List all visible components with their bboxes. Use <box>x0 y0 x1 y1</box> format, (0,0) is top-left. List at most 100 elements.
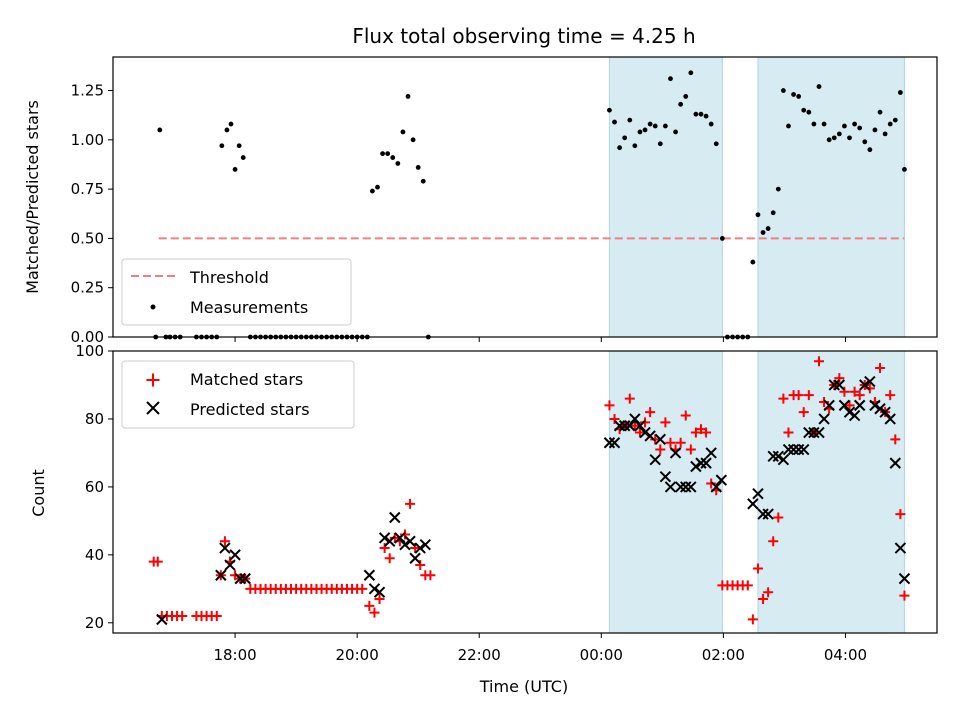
top-dot-point <box>811 121 817 127</box>
legend-bottom: Matched stars Predicted stars <box>121 360 355 429</box>
bottom-plus-point <box>177 611 188 622</box>
bottom-plus-point <box>219 536 230 547</box>
bottom-x-point <box>373 586 386 598</box>
top-panel: 0.00 0.25 0.50 0.75 1.00 1.25 <box>71 56 938 346</box>
top-dot-point <box>678 101 684 107</box>
bottom-x-point <box>239 572 251 585</box>
bottom-x-point <box>700 457 712 469</box>
bottom-plus-point <box>899 590 910 601</box>
bottom-plus-point <box>665 437 676 448</box>
bottom-x-point <box>394 532 406 544</box>
bottom-plus-point <box>357 583 368 594</box>
top-dot-point <box>750 259 756 265</box>
bottom-plus-point <box>399 529 410 540</box>
top-dot-point <box>713 141 719 147</box>
bottom-x-point <box>654 433 667 446</box>
top-shaded-interval-1 <box>608 56 723 338</box>
bottom-x-point <box>898 572 911 585</box>
bottom-x-point <box>853 399 866 412</box>
bottom-plus-point <box>609 413 620 424</box>
bottom-x-point <box>833 379 846 391</box>
top-dot-point <box>683 94 689 99</box>
top-dot-point <box>370 188 375 194</box>
top-y-tick-label: 0.25 <box>71 279 104 297</box>
top-dot-point <box>236 143 242 149</box>
top-dot-point <box>708 121 714 127</box>
bottom-plus-point <box>706 478 717 489</box>
bottom-x-point <box>659 471 672 483</box>
top-plot-frame <box>112 56 938 338</box>
bottom-plus-point <box>752 563 763 574</box>
bottom-x-point <box>848 409 861 422</box>
top-shaded-interval-2 <box>757 56 905 338</box>
bottom-x-point <box>680 481 692 493</box>
bottom-x-point <box>792 443 805 456</box>
top-dot-point <box>857 125 863 131</box>
bottom-x-point <box>884 413 896 425</box>
top-dot-point <box>232 166 238 172</box>
top-dot-point <box>862 139 868 145</box>
bottom-x-point <box>843 406 856 418</box>
bottom-plus-point <box>701 427 712 438</box>
bottom-plus-point <box>844 400 855 411</box>
bottom-plus-point <box>690 427 701 438</box>
top-dot-point <box>647 121 653 127</box>
bottom-x-tick-label: 20:00 <box>336 646 379 664</box>
bottom-x-point <box>823 399 835 412</box>
bottom-x-point <box>808 426 820 439</box>
top-dot-point <box>791 92 796 97</box>
bottom-plus-point <box>634 427 645 438</box>
bottom-plus-point <box>629 420 640 431</box>
bottom-plus-point <box>798 407 809 418</box>
top-dot-point <box>420 178 426 184</box>
bottom-plus-point <box>695 424 706 435</box>
bottom-x-point <box>798 443 810 456</box>
bottom-x-point <box>828 379 840 391</box>
top-dot-point <box>693 111 699 117</box>
bottom-x-point <box>649 454 661 466</box>
top-dot-point <box>617 145 623 151</box>
bottom-plus-point <box>640 417 651 428</box>
top-dot-point <box>760 230 766 235</box>
bottom-plus-point <box>410 543 421 554</box>
top-dot-point <box>668 76 673 82</box>
legend-top-frame <box>121 258 352 326</box>
top-dot-point <box>780 88 786 93</box>
bottom-x-point <box>889 457 901 469</box>
bottom-x-point <box>874 403 886 415</box>
bottom-plus-point <box>803 390 814 401</box>
bottom-plus-point <box>819 396 830 407</box>
top-y-tick-label: 0.50 <box>71 229 104 247</box>
bottom-x-point <box>634 420 646 432</box>
top-y-axis-label: Matched/Predicted stars <box>23 100 42 294</box>
bottom-x-point <box>409 552 421 564</box>
bottom-x-tick-label: 18:00 <box>213 646 256 664</box>
chart-title: Flux total observing time = 4.25 h <box>352 24 695 48</box>
legend-bottom-frame <box>121 360 355 429</box>
top-dot-point <box>157 127 163 133</box>
top-y-tick-label: 1.00 <box>71 131 104 149</box>
bottom-plus-point <box>875 362 886 373</box>
bottom-plus-point <box>839 386 850 397</box>
top-dot-point <box>703 113 709 119</box>
bottom-x-point <box>215 569 227 581</box>
top-dot-point <box>219 143 225 149</box>
top-dot-point <box>698 111 704 117</box>
bottom-x-point <box>363 569 376 581</box>
legend-matched-label: Matched stars <box>190 370 303 389</box>
top-dot-point <box>882 131 888 137</box>
bottom-plus-point <box>230 570 241 581</box>
bottom-x-tick-label: 02:00 <box>702 646 745 664</box>
bottom-y-tick-label: 40 <box>85 546 104 564</box>
bottom-x-point <box>629 413 641 425</box>
bottom-plus-point <box>650 434 661 445</box>
top-dot-point <box>872 127 878 133</box>
bottom-x-point <box>838 399 851 412</box>
bottom-x-point <box>383 535 396 547</box>
bottom-x-point <box>419 538 432 551</box>
bottom-x-point <box>404 535 416 547</box>
bottom-x-point <box>787 443 800 456</box>
x-axis-label: Time (UTC) <box>479 677 568 696</box>
bottom-x-point <box>229 549 241 561</box>
top-dot-point <box>410 137 416 143</box>
